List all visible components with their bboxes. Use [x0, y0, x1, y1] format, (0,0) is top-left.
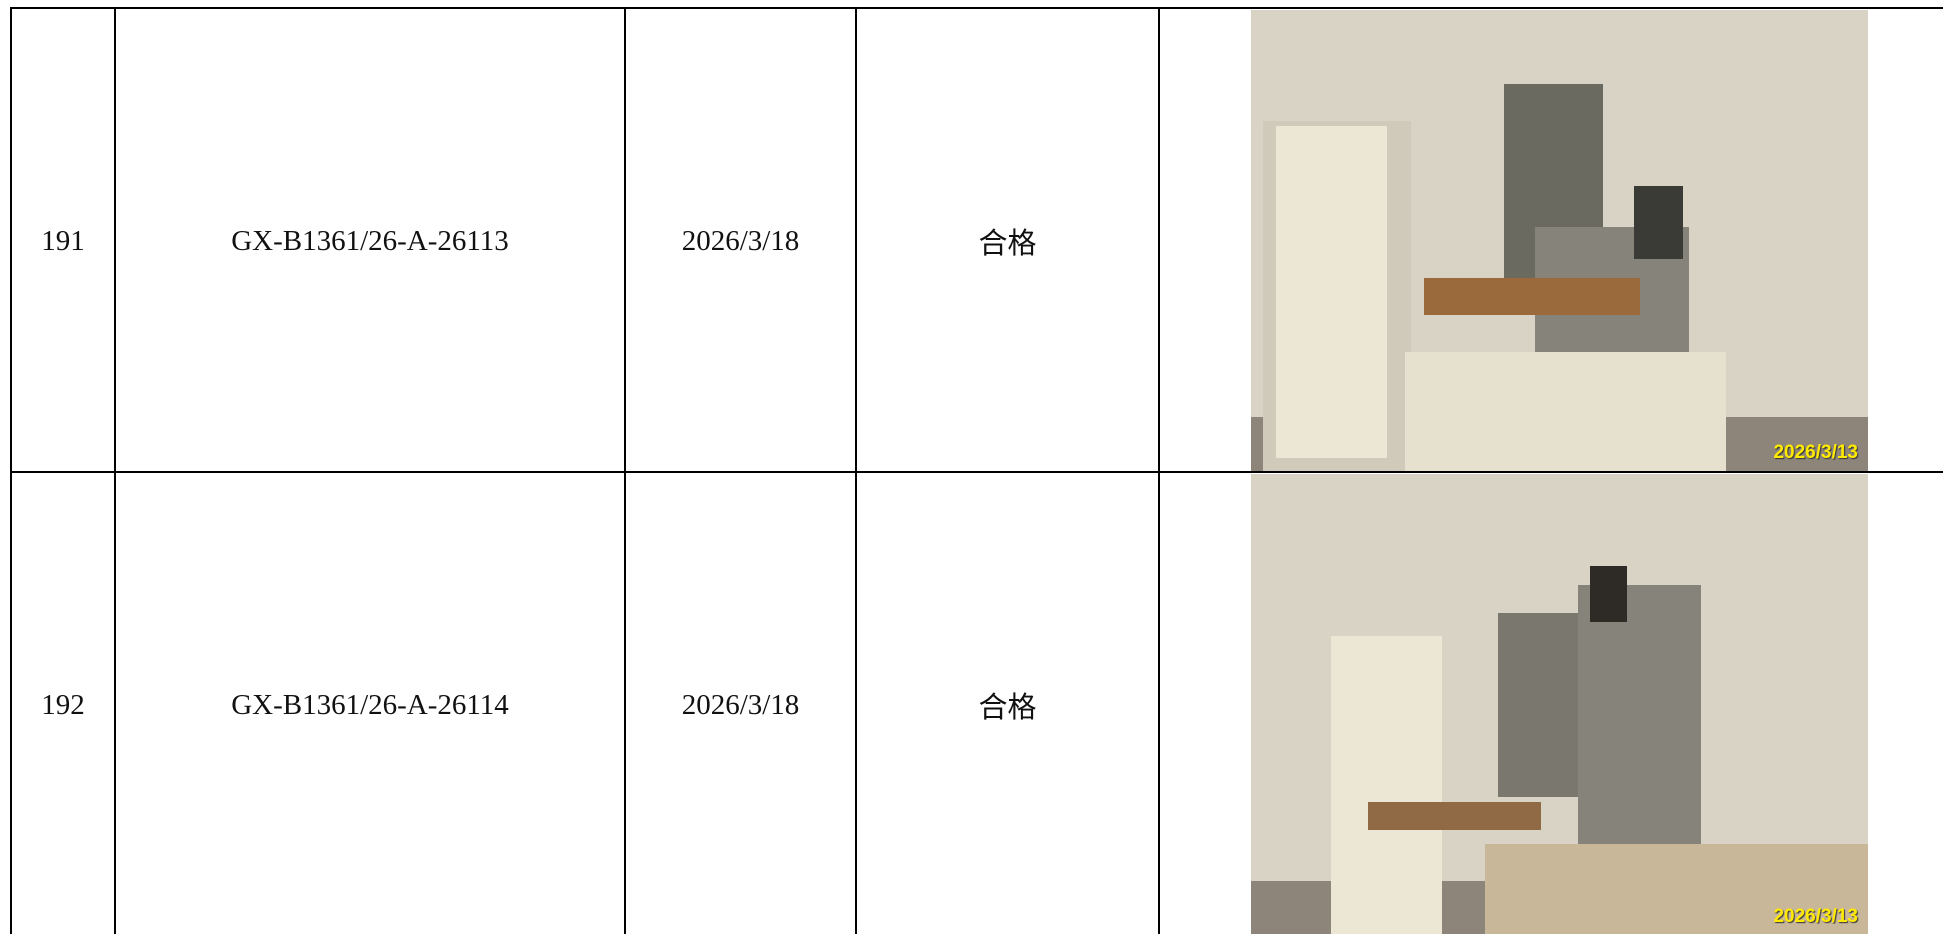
cell-date: 2026/3/18: [624, 7, 857, 475]
photo-date: 2026/3/13: [1773, 442, 1858, 463]
photo-date: 2026/3/13: [1773, 906, 1858, 927]
cell-no: 192: [10, 471, 116, 934]
photo-shape: [1331, 635, 1443, 934]
photo-shape: [1275, 125, 1387, 459]
photo-shape: [1423, 277, 1640, 315]
cell-code: GX-B1361/26-A-26113: [114, 7, 626, 475]
cell-code: GX-B1361/26-A-26114: [114, 471, 626, 934]
photo: 2026/3/13: [1251, 474, 1868, 934]
photo-shape: [1590, 566, 1628, 622]
photo-shape: [1497, 612, 1585, 798]
cell-result: 合格: [855, 471, 1160, 934]
photo: 2026/3/13: [1251, 10, 1868, 472]
cell-result: 合格: [855, 7, 1160, 475]
cell-no: 191: [10, 7, 116, 475]
photo-shape: [1405, 351, 1727, 472]
photo-shape: [1633, 185, 1683, 260]
cell-date: 2026/3/18: [624, 471, 857, 934]
photo-shape: [1368, 802, 1541, 830]
photo-shape: [1485, 843, 1868, 934]
photo-shape: [1578, 584, 1702, 844]
